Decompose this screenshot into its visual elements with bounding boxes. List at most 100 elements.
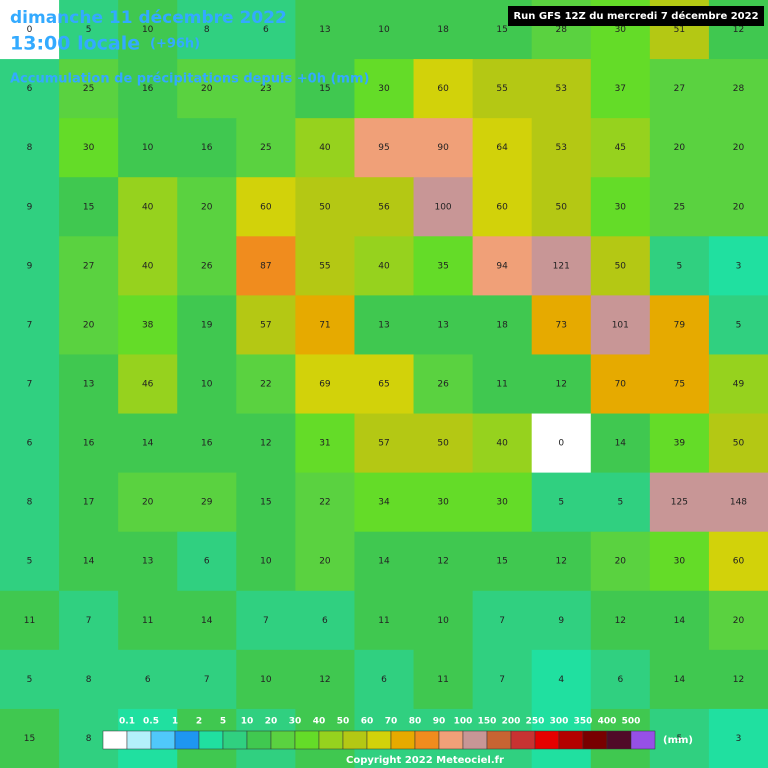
cell bbox=[354, 59, 415, 119]
cell-value: 39 bbox=[674, 439, 686, 449]
copyright: Copyright 2022 Meteociel.fr bbox=[346, 755, 504, 766]
cell bbox=[0, 236, 60, 296]
cell bbox=[295, 531, 355, 592]
cell bbox=[295, 0, 355, 60]
cell-value: 50 bbox=[615, 261, 627, 271]
cell bbox=[177, 177, 237, 237]
cell-value: 45 bbox=[615, 143, 626, 153]
legend-swatch bbox=[342, 730, 368, 750]
cell-value: 125 bbox=[671, 498, 688, 508]
cell-value: 101 bbox=[612, 320, 629, 330]
cell-value: 27 bbox=[83, 261, 94, 271]
cell-value: 40 bbox=[378, 261, 390, 271]
cell-value: 14 bbox=[674, 675, 686, 685]
cell-value: 0 bbox=[558, 439, 564, 449]
cell-value: 16 bbox=[142, 84, 154, 94]
cell-value: 71 bbox=[319, 320, 330, 330]
cell-value: 15 bbox=[319, 84, 330, 94]
legend-label: 30 bbox=[289, 717, 302, 727]
legend-swatch bbox=[390, 730, 416, 750]
cell bbox=[472, 531, 533, 592]
cell bbox=[118, 590, 178, 651]
cell bbox=[708, 59, 768, 119]
run-label: Run GFS 12Z du mercredi 7 décembre 2022 bbox=[513, 10, 758, 22]
cell-value: 40 bbox=[142, 202, 154, 212]
cell bbox=[59, 0, 119, 60]
cell-value: 34 bbox=[378, 498, 390, 508]
cell-value: 13 bbox=[142, 557, 153, 567]
cell-value: 12 bbox=[260, 439, 271, 449]
cell bbox=[59, 59, 119, 119]
cell bbox=[236, 531, 296, 592]
cell bbox=[472, 472, 533, 533]
cell-value: 12 bbox=[556, 380, 567, 390]
cell-value: 10 bbox=[201, 380, 213, 390]
legend-swatch bbox=[414, 730, 440, 750]
cell-value: 20 bbox=[733, 616, 745, 626]
cell-value: 148 bbox=[730, 498, 747, 508]
cell bbox=[177, 59, 237, 119]
cell bbox=[59, 177, 119, 237]
cell-value: 11 bbox=[496, 380, 507, 390]
cell-value: 20 bbox=[615, 557, 627, 567]
cell-value: 100 bbox=[434, 202, 451, 212]
legend-unit: (mm) bbox=[663, 735, 693, 746]
cell bbox=[472, 649, 533, 710]
cell-value: 10 bbox=[378, 25, 390, 35]
cell-value: 11 bbox=[142, 616, 153, 626]
cell bbox=[413, 472, 474, 533]
cell bbox=[0, 708, 60, 768]
legend-swatch bbox=[246, 730, 272, 750]
cell-value: 40 bbox=[142, 261, 154, 271]
cell-value: 28 bbox=[733, 84, 745, 94]
cell bbox=[708, 177, 768, 237]
cell bbox=[0, 118, 60, 178]
legend-swatch bbox=[606, 730, 632, 750]
cell-value: 95 bbox=[378, 143, 389, 153]
cell-value: 10 bbox=[142, 25, 154, 35]
cell bbox=[236, 354, 296, 415]
cell bbox=[590, 413, 651, 474]
legend-label: 10 bbox=[241, 717, 254, 727]
legend-label: 40 bbox=[313, 717, 326, 727]
cell-value: 57 bbox=[378, 439, 389, 449]
cell-value: 121 bbox=[553, 261, 570, 271]
cell bbox=[295, 236, 355, 296]
cell-value: 69 bbox=[319, 380, 331, 390]
cell bbox=[177, 118, 237, 178]
cell-value: 8 bbox=[27, 498, 33, 508]
cell bbox=[472, 295, 533, 355]
cell-value: 14 bbox=[615, 439, 627, 449]
cell-value: 6 bbox=[27, 84, 33, 94]
cell-value: 10 bbox=[260, 557, 272, 567]
legend-label: 60 bbox=[361, 717, 374, 727]
cell bbox=[472, 177, 533, 237]
cell bbox=[59, 649, 119, 710]
cell bbox=[649, 413, 710, 474]
cell-value: 25 bbox=[674, 202, 685, 212]
legend-swatch bbox=[366, 730, 392, 750]
cell bbox=[354, 236, 415, 296]
cell-value: 30 bbox=[378, 84, 390, 94]
cell bbox=[413, 413, 474, 474]
cell bbox=[531, 118, 592, 178]
legend-label: 0.5 bbox=[143, 717, 159, 727]
cell-value: 15 bbox=[260, 498, 271, 508]
title: dimanche 11 décembre 2022 bbox=[10, 8, 287, 28]
cell bbox=[177, 413, 237, 474]
cell-value: 53 bbox=[556, 84, 567, 94]
subtitle: Accumulation de précipitations depuis +0… bbox=[10, 72, 369, 87]
cell bbox=[236, 413, 296, 474]
cell bbox=[649, 295, 710, 355]
cell-value: 22 bbox=[319, 498, 330, 508]
cell-value: 18 bbox=[437, 25, 449, 35]
cell bbox=[649, 236, 710, 296]
cell-value: 30 bbox=[437, 498, 449, 508]
cell bbox=[295, 118, 355, 178]
cell-value: 60 bbox=[437, 84, 449, 94]
cell bbox=[295, 354, 355, 415]
cell bbox=[413, 590, 474, 651]
cell bbox=[0, 472, 60, 533]
cell bbox=[649, 118, 710, 178]
cell-value: 9 bbox=[558, 616, 564, 626]
